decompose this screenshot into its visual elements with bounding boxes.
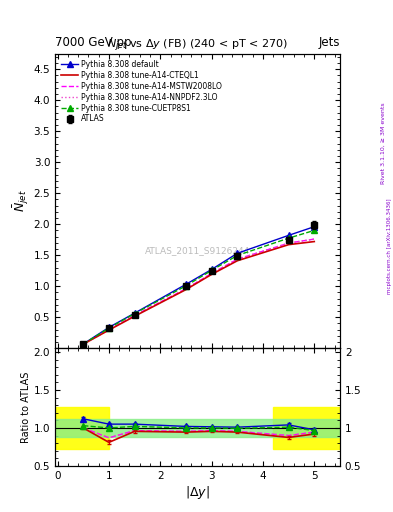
Line: Pythia 8.308 tune-A14-MSTW2008LO: Pythia 8.308 tune-A14-MSTW2008LO (83, 239, 314, 344)
Pythia 8.308 tune-CUETP8S1 (286, 235, 291, 241)
Pythia 8.308 tune-A14-NNPDF2.3LO (312, 236, 317, 242)
Pythia 8.308 tune-A14-MSTW2008LO (107, 327, 111, 333)
Pythia 8.308 default (286, 232, 291, 239)
Pythia 8.308 tune-A14-NNPDF2.3LO (286, 240, 291, 246)
Pythia 8.308 tune-A14-CTEQL1 (81, 341, 86, 347)
Pythia 8.308 default (132, 310, 137, 316)
Pythia 8.308 tune-A14-MSTW2008LO (132, 312, 137, 318)
Pythia 8.308 default (312, 224, 317, 230)
Text: ATLAS_2011_S9126244: ATLAS_2011_S9126244 (145, 246, 250, 255)
Pythia 8.308 tune-A14-CTEQL1 (209, 271, 214, 278)
Text: Rivet 3.1.10, ≥ 3M events: Rivet 3.1.10, ≥ 3M events (381, 102, 386, 184)
Pythia 8.308 tune-A14-NNPDF2.3LO (81, 341, 86, 347)
Pythia 8.308 tune-A14-NNPDF2.3LO (107, 327, 111, 333)
Pythia 8.308 default (107, 324, 111, 330)
Line: Pythia 8.308 tune-A14-NNPDF2.3LO: Pythia 8.308 tune-A14-NNPDF2.3LO (83, 239, 314, 344)
Line: Pythia 8.308 default: Pythia 8.308 default (81, 224, 317, 347)
Pythia 8.308 default (81, 341, 86, 347)
Y-axis label: Ratio to ATLAS: Ratio to ATLAS (21, 371, 31, 443)
Pythia 8.308 tune-A14-MSTW2008LO (81, 341, 86, 347)
Line: Pythia 8.308 tune-CUETP8S1: Pythia 8.308 tune-CUETP8S1 (81, 228, 317, 347)
Title: $N_{jet}$ vs $\Delta y$ (FB) (240 < pT < 270): $N_{jet}$ vs $\Delta y$ (FB) (240 < pT <… (107, 37, 288, 54)
Pythia 8.308 tune-A14-NNPDF2.3LO (184, 286, 188, 292)
Line: Pythia 8.308 tune-A14-CTEQL1: Pythia 8.308 tune-A14-CTEQL1 (83, 242, 314, 344)
Pythia 8.308 tune-A14-MSTW2008LO (235, 256, 240, 262)
Text: mcplots.cern.ch [arXiv:1306.3436]: mcplots.cern.ch [arXiv:1306.3436] (387, 198, 392, 293)
Pythia 8.308 tune-A14-MSTW2008LO (209, 270, 214, 276)
Bar (55, 407, 109, 449)
Pythia 8.308 tune-CUETP8S1 (312, 227, 317, 233)
Text: Jets: Jets (318, 36, 340, 49)
Pythia 8.308 tune-CUETP8S1 (81, 341, 86, 347)
Pythia 8.308 default (209, 266, 214, 272)
Pythia 8.308 tune-A14-CTEQL1 (132, 313, 137, 319)
Pythia 8.308 tune-CUETP8S1 (107, 325, 111, 331)
Pythia 8.308 default (184, 281, 188, 287)
Bar (273, 407, 340, 449)
Pythia 8.308 tune-A14-CTEQL1 (286, 242, 291, 248)
Bar (55, 419, 340, 437)
Pythia 8.308 tune-A14-NNPDF2.3LO (235, 256, 240, 262)
Pythia 8.308 tune-CUETP8S1 (209, 267, 214, 273)
Pythia 8.308 tune-A14-CTEQL1 (107, 327, 111, 333)
Pythia 8.308 tune-CUETP8S1 (235, 252, 240, 259)
Pythia 8.308 tune-A14-NNPDF2.3LO (132, 312, 137, 318)
Pythia 8.308 tune-A14-CTEQL1 (235, 258, 240, 264)
Pythia 8.308 tune-A14-MSTW2008LO (312, 236, 317, 242)
Legend: Pythia 8.308 default, Pythia 8.308 tune-A14-CTEQL1, Pythia 8.308 tune-A14-MSTW20: Pythia 8.308 default, Pythia 8.308 tune-… (59, 57, 224, 126)
Pythia 8.308 default (235, 250, 240, 257)
Pythia 8.308 tune-CUETP8S1 (184, 283, 188, 289)
Pythia 8.308 tune-A14-CTEQL1 (184, 287, 188, 293)
Y-axis label: $\bar{N}_{jet}$: $\bar{N}_{jet}$ (11, 189, 31, 212)
Pythia 8.308 tune-CUETP8S1 (132, 310, 137, 316)
X-axis label: $|\Delta y|$: $|\Delta y|$ (185, 483, 210, 501)
Pythia 8.308 tune-A14-MSTW2008LO (184, 286, 188, 292)
Pythia 8.308 tune-A14-MSTW2008LO (286, 240, 291, 246)
Pythia 8.308 tune-A14-NNPDF2.3LO (209, 270, 214, 276)
Pythia 8.308 tune-A14-CTEQL1 (312, 239, 317, 245)
Text: 7000 GeV pp: 7000 GeV pp (55, 36, 132, 49)
